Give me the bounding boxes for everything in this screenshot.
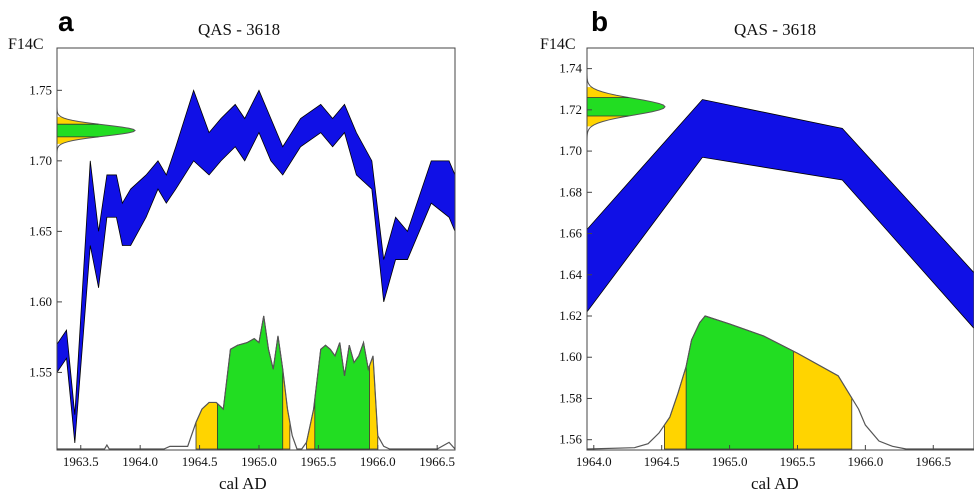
panel-b-probability-curve xyxy=(587,315,974,450)
panel-b-label: b xyxy=(591,6,609,37)
panel-a-y-tick-label: 1.75 xyxy=(29,82,52,97)
panel-b-x-tick-label: 1966.0 xyxy=(847,454,883,469)
panel-b-y-tick-label: 1.64 xyxy=(559,267,582,282)
panel-a-x-tick-label: 1965.5 xyxy=(300,454,336,469)
panel-b-y-tick-label: 1.68 xyxy=(559,184,582,199)
panel-b-plot-area xyxy=(587,57,974,450)
panel-a-y-tick-label: 1.60 xyxy=(29,294,52,309)
panel-a-calibration-curve xyxy=(57,89,455,443)
panel-b-x-tick-label: 1965.0 xyxy=(712,454,748,469)
panel-a-x-tick-label: 1964.5 xyxy=(182,454,218,469)
panel-a-x-tick-label: 1964.0 xyxy=(122,454,158,469)
panel-b-y-tick-label: 1.58 xyxy=(559,390,582,405)
panel-a-x-tick-label: 1966.0 xyxy=(360,454,396,469)
panel-a-y-axis-label: F14C xyxy=(8,36,44,53)
panel-b-x-tick-label: 1964.5 xyxy=(644,454,680,469)
panel-a-label: a xyxy=(58,6,74,37)
panel-a-x-tick-label: 1966.5 xyxy=(419,454,455,469)
panel-b-measurement-68 xyxy=(587,97,665,117)
panel-b-calibration-curve xyxy=(587,99,974,329)
panel-b-frame xyxy=(586,47,974,451)
panel-b-x-tick-label: 1966.5 xyxy=(915,454,951,469)
panel-a-y-tick-label: 1.65 xyxy=(29,223,52,238)
panel-b-x-tick-label: 1965.5 xyxy=(780,454,816,469)
panel-b-x-tick-label: 1964.0 xyxy=(576,454,612,469)
panel-b-y-tick-label: 1.74 xyxy=(559,61,582,76)
panel-a-x-axis-label: cal AD xyxy=(219,474,267,493)
panel-b-y-tick-label: 1.56 xyxy=(559,432,582,447)
panel-b-y-tick-label: 1.72 xyxy=(559,102,582,117)
panel-a-frame xyxy=(56,47,456,451)
panel-b-range-68-0 xyxy=(685,315,794,450)
panel-a-y-tick-label: 1.70 xyxy=(29,153,52,168)
panel-b-y-tick-label: 1.62 xyxy=(559,308,582,323)
panel-a-measurement-68 xyxy=(57,124,135,137)
panel-a-title: QAS - 3618 xyxy=(198,20,281,39)
panel-b-y-tick-label: 1.66 xyxy=(559,226,582,241)
panel-a-x-tick-label: 1965.0 xyxy=(241,454,277,469)
panel-b-y-axis-label: F14C xyxy=(540,36,576,53)
panel-a-probability-curve xyxy=(57,315,455,450)
panel-a-x-tick-label: 1963.5 xyxy=(63,454,99,469)
panel-a-plot-area xyxy=(57,89,455,450)
panel-b-x-axis-label: cal AD xyxy=(751,474,799,493)
panel-b-y-tick-label: 1.60 xyxy=(559,349,582,364)
panel-a-range-68-0 xyxy=(216,315,284,450)
panel-b-title: QAS - 3618 xyxy=(734,20,817,39)
panel-a-y-tick-label: 1.55 xyxy=(29,364,52,379)
panel-b-y-tick-label: 1.70 xyxy=(559,143,582,158)
